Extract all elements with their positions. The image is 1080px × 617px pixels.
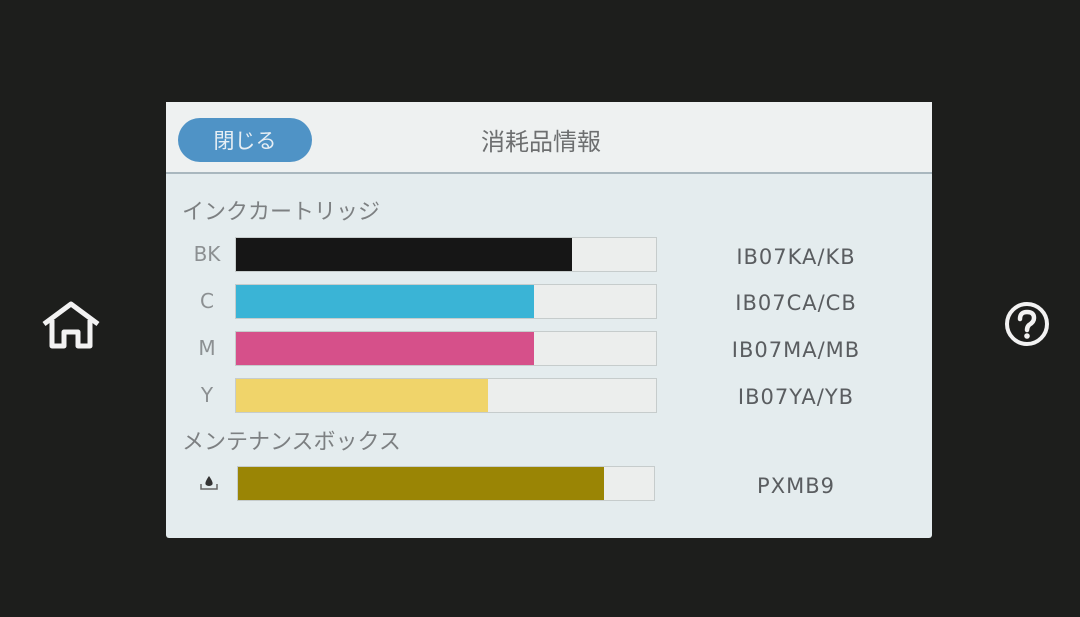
supply-info-screen: 閉じる 消耗品情報 インクカートリッジ BK IB07KA/KB C IB07C… xyxy=(166,102,932,538)
home-icon xyxy=(42,301,100,349)
ink-level-fill xyxy=(236,285,535,318)
page-title: 消耗品情報 xyxy=(481,128,601,156)
ink-level-fill xyxy=(236,332,535,365)
header: 閉じる 消耗品情報 xyxy=(166,102,932,174)
ink-level-fill xyxy=(236,238,572,271)
maintenance-box-code: PXMB9 xyxy=(757,474,835,498)
cartridge-code: IB07YA/YB xyxy=(737,385,855,409)
ink-level-bar xyxy=(235,331,657,366)
cartridge-label: M xyxy=(198,336,216,360)
cartridge-label: C xyxy=(200,289,214,313)
cartridge-code: IB07MA/MB xyxy=(731,338,861,362)
cartridge-code: IB07KA/KB xyxy=(736,245,856,269)
ink-level-bar xyxy=(235,237,657,272)
cartridge-label: BK xyxy=(193,242,221,266)
help-button[interactable] xyxy=(1003,300,1051,348)
close-button[interactable]: 閉じる xyxy=(178,118,312,162)
help-icon xyxy=(1005,302,1049,346)
maintenance-box-heading: メンテナンスボックス xyxy=(182,430,401,455)
ink-level-bar xyxy=(235,378,657,413)
ink-level-bar xyxy=(235,284,657,319)
cartridge-code: IB07CA/CB xyxy=(735,291,857,315)
maintenance-level-bar xyxy=(237,466,655,501)
maintenance-level-fill xyxy=(238,467,605,500)
ink-drop-tray-icon xyxy=(200,476,218,490)
ink-cartridge-heading: インクカートリッジ xyxy=(182,200,381,225)
home-button[interactable] xyxy=(38,300,104,350)
ink-level-fill xyxy=(236,379,488,412)
cartridge-label: Y xyxy=(200,383,214,407)
